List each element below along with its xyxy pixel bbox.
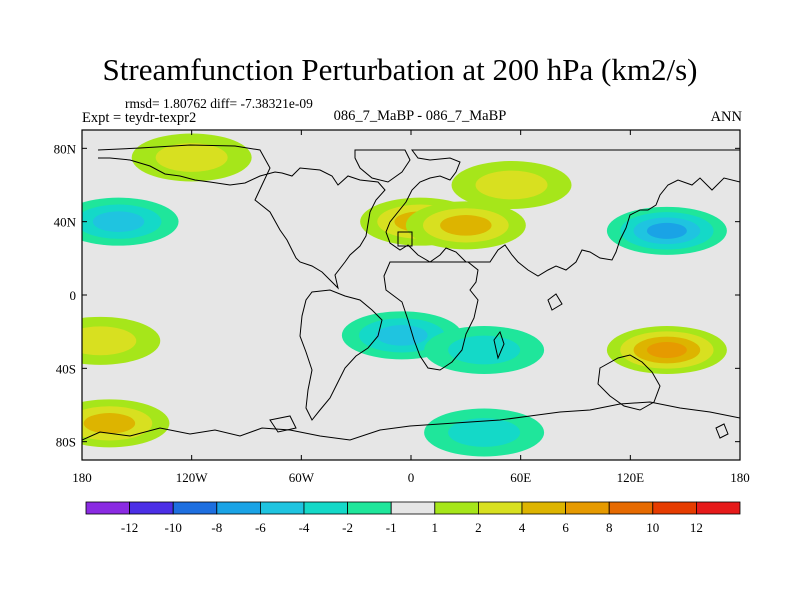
colorbar-swatch-11: [565, 501, 610, 515]
colorbar-swatch-13: [652, 501, 697, 515]
coastline-antarctica: [82, 401, 740, 441]
coastline-australia: [597, 354, 661, 411]
anomaly-field: [82, 133, 727, 457]
anomaly-south-pacific-east-positive-level-2: [82, 326, 137, 356]
colorbar-swatch-12: [608, 501, 654, 515]
x-tick-label-4: 60E: [510, 470, 531, 485]
colorbar-label-5: -2: [342, 520, 353, 535]
case-label: 086_7_MaBP - 086_7_MaBP: [333, 108, 507, 124]
x-axis-ticks: 180 120W 60W 0 60E 120E 180: [72, 130, 750, 485]
coastline-africa: [383, 261, 479, 371]
y-tick-label-0: 80N: [54, 141, 77, 156]
coastlines: [82, 144, 740, 441]
anomaly-south-atlantic-negative-level-3: [376, 325, 428, 346]
coastline-islands-4: [547, 293, 563, 311]
anomaly-north-pacific-east-negative-level-3: [92, 211, 145, 232]
colorbar-swatch-1: [129, 501, 174, 515]
colorbar-label-1: -10: [165, 520, 182, 535]
anomaly-southern-ocean-positive-level-3: [83, 413, 136, 434]
colorbar-label-12: 10: [646, 520, 659, 535]
colorbar-label-3: -6: [255, 520, 266, 535]
colorbar-swatch-2: [172, 501, 218, 515]
x-tick-label-5: 120E: [617, 470, 645, 485]
colorbar-label-13: 12: [690, 520, 703, 535]
coastline-islands-3: [715, 423, 729, 439]
coastline-eurasia: [385, 149, 740, 277]
colorbar-swatch-10: [521, 501, 566, 515]
anomaly-central-asia-positive-level-3: [440, 215, 492, 236]
y-axis-ticks: 80N 40N 0 40S 80S: [54, 141, 740, 450]
colorbar-label-4: -4: [299, 520, 310, 535]
coastline-madagascar: [493, 330, 505, 360]
x-tick-label-3: 0: [408, 470, 415, 485]
colorbar-label-2: -8: [211, 520, 222, 535]
y-tick-label-2: 0: [70, 288, 77, 303]
season-label: ANN: [710, 109, 742, 125]
stats-label: rmsd= 1.80762 diff= -7.38321e-09: [125, 96, 313, 111]
x-tick-label-2: 60W: [289, 470, 315, 485]
y-tick-label-3: 40S: [56, 361, 76, 376]
colorbar-label-11: 8: [606, 520, 613, 535]
colorbar-label-7: 1: [432, 520, 439, 535]
colorbar-label-6: -1: [386, 520, 397, 535]
colorbar-label-8: 2: [475, 520, 482, 535]
anomaly-indian-ocean-negative-level-2: [448, 335, 521, 365]
coastline-south-america: [299, 289, 383, 421]
colorbar-swatch-7: [390, 501, 436, 515]
anomaly-north-pacific-west-negative-level-4: [646, 222, 687, 239]
anomaly-south-pacific-west-positive-level-4: [646, 342, 687, 358]
x-tick-label-0: 180: [72, 470, 92, 485]
colorbar-swatch-0: [85, 501, 130, 515]
colorbar-label-0: -12: [121, 520, 138, 535]
experiment-label: Expt = teydr-texpr2: [82, 110, 197, 126]
chart-title: Streamfunction Perturbation at 200 hPa (…: [102, 52, 698, 87]
coastline-north-america: [97, 144, 386, 290]
anomaly-siberia-positive-level-2: [475, 170, 548, 200]
colorbar-swatch-6: [347, 501, 392, 515]
y-tick-label-4: 80S: [56, 435, 76, 450]
map-background: [82, 130, 740, 460]
coastline-islands-1: [397, 231, 413, 247]
colorbar-swatch-8: [434, 501, 479, 515]
anomaly-arctic-alaska-positive-level-2: [155, 143, 228, 172]
colorbar: -12 -10 -8 -6 -4 -2 -1 1 2 4 6 8 10 12: [85, 501, 741, 535]
colorbar-swatch-3: [216, 501, 261, 515]
colorbar-swatch-14: [696, 501, 741, 515]
coastline-islands-2: [269, 415, 297, 433]
colorbar-label-10: 6: [562, 520, 569, 535]
x-tick-label-1: 120W: [176, 470, 209, 485]
anomaly-antarctic-margin-negative-level-2: [448, 418, 521, 447]
colorbar-swatch-5: [303, 501, 348, 515]
colorbar-swatch-4: [259, 501, 305, 515]
colorbar-swatch-9: [477, 501, 523, 515]
x-tick-label-6: 180: [730, 470, 750, 485]
colorbar-label-9: 4: [519, 520, 526, 535]
coastline-greenland: [354, 149, 411, 183]
y-tick-label-1: 40N: [54, 215, 77, 230]
